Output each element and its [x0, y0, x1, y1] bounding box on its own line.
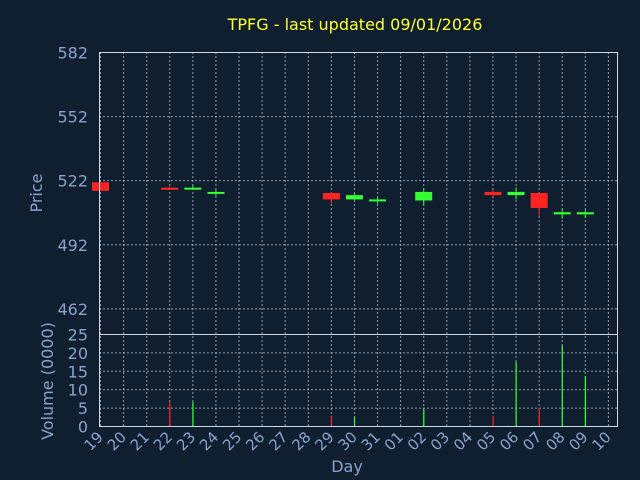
volume-bar: [584, 376, 587, 426]
volume-tick-label: 10: [68, 381, 88, 400]
volume-tick-label: 0: [78, 418, 88, 437]
candle-body: [207, 191, 225, 194]
volume-bar: [169, 402, 171, 426]
volume-bar: [192, 402, 194, 426]
volume-bar: [353, 416, 356, 426]
price-tick-label: 552: [57, 108, 88, 127]
candle-body: [161, 187, 179, 190]
volume-tick-label: 20: [68, 344, 88, 363]
volume-bar: [538, 407, 540, 426]
volume-tick-label: 25: [68, 326, 88, 345]
candle-body: [345, 195, 363, 200]
price-axis-label: Price: [27, 173, 46, 212]
candle-body: [553, 212, 571, 215]
candle-body: [92, 182, 109, 191]
plot-frame: [99, 52, 618, 427]
chart-title: TPFG - last updated 09/01/2026: [227, 15, 483, 34]
candle-body: [530, 193, 548, 208]
candle-body: [369, 199, 387, 202]
volume-bar: [492, 415, 494, 426]
candle-body: [576, 212, 594, 215]
volume-tick-label: 15: [68, 362, 88, 381]
volume-bar: [423, 409, 425, 426]
volume-bar: [561, 345, 563, 426]
day-tick-label: 10: [588, 428, 614, 454]
candle-body: [184, 187, 202, 190]
volume-tick-label: 5: [78, 399, 88, 418]
candle-body: [507, 191, 525, 196]
price-tick-label: 522: [57, 172, 88, 191]
candle-body: [322, 193, 340, 200]
volume-axis-label: Volume (0000): [38, 322, 57, 440]
volume-bar: [515, 361, 517, 426]
price-tick-label: 492: [57, 236, 88, 255]
candle-body: [415, 191, 433, 201]
x-axis-label: Day: [331, 457, 363, 476]
price-tick-label: 582: [57, 44, 88, 63]
volume-bar: [330, 415, 333, 426]
candle-body: [484, 191, 502, 196]
price-tick-label: 462: [57, 300, 88, 319]
